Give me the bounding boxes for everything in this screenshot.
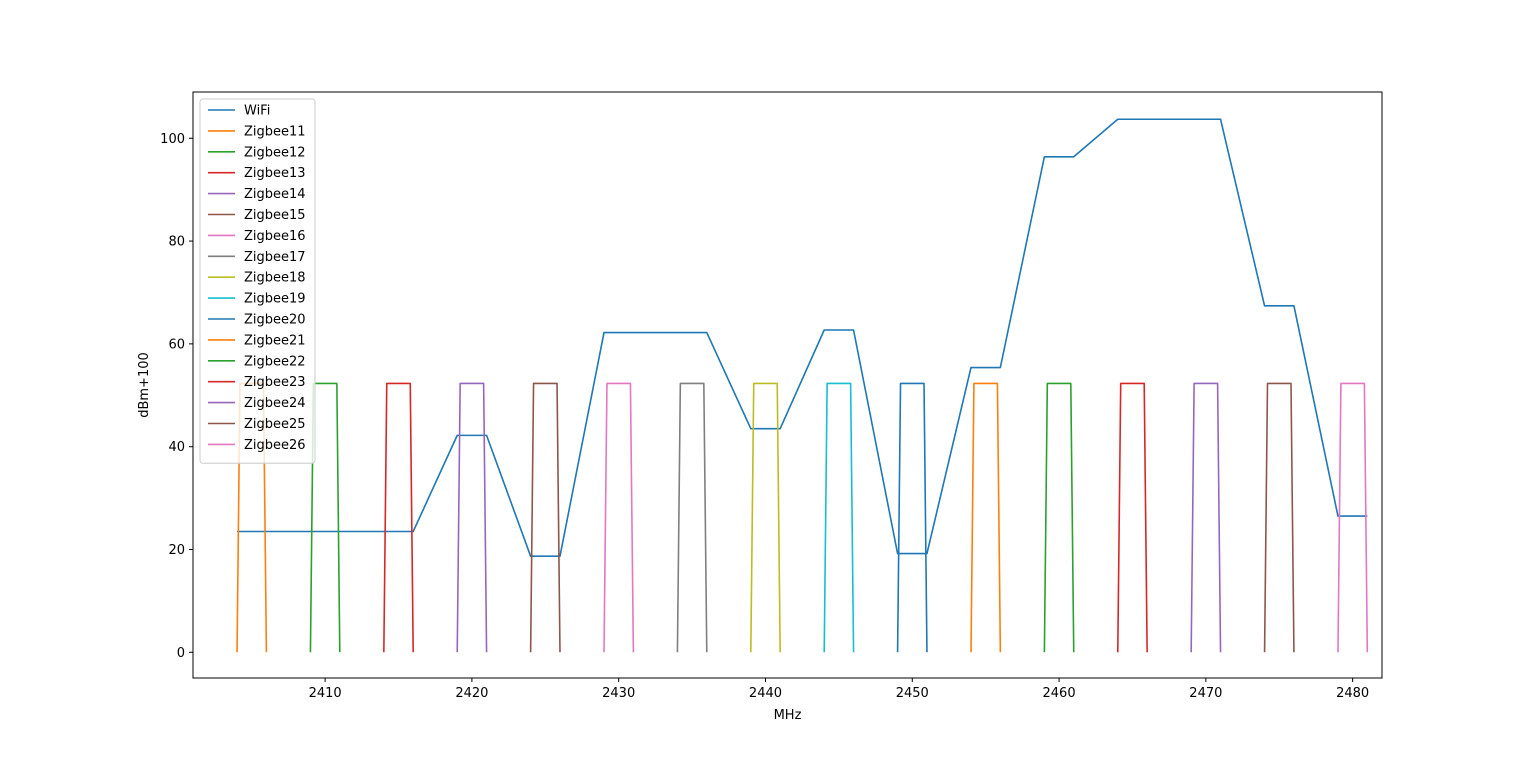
legend-box: [199, 98, 316, 464]
legend-entry-label: Zigbee19: [244, 292, 306, 307]
legend-entry-label: WiFi: [244, 104, 270, 119]
series-line-zigbee14: [456, 382, 488, 653]
legend-entry-label: Zigbee11: [244, 124, 306, 139]
legend-entry-label: Zigbee20: [244, 313, 306, 328]
series-line-zigbee26: [1337, 382, 1369, 653]
y-axis-ticks: 0 20 40 60 80 100: [160, 132, 193, 661]
legend: WiFi Zigbee11 Zigbee12 Zigbee13 Zigbee14 Zigb…: [199, 98, 316, 464]
series-line-zigbee12: [309, 382, 341, 653]
y-tick-label: 0: [177, 646, 185, 661]
series-line-zigbee21: [970, 382, 1002, 653]
x-tick-label: 2450: [896, 686, 929, 701]
x-tick-label: 2470: [1189, 686, 1222, 701]
x-tick-label: 2440: [749, 686, 782, 701]
x-axis-ticks: 2410 2420 2430 2440 2450 2460 2470 2480: [309, 678, 1369, 701]
legend-entry-label: Zigbee23: [244, 375, 306, 390]
legend-entry-label: Zigbee18: [244, 271, 306, 286]
legend-entry-label: Zigbee14: [244, 187, 306, 202]
plot-frame: [192, 91, 1383, 679]
y-tick-label: 100: [160, 132, 185, 147]
series-line-zigbee13: [383, 382, 414, 653]
series-line-zigbee25: [1263, 382, 1295, 653]
legend-entry-label: Zigbee13: [244, 166, 306, 181]
legend-entry-label: Zigbee16: [244, 229, 306, 244]
series-line-zigbee19: [823, 382, 855, 653]
x-tick-label: 2410: [309, 686, 342, 701]
legend-entry-label: Zigbee22: [244, 354, 306, 369]
series-line-zigbee17: [676, 382, 708, 653]
x-tick-label: 2420: [455, 686, 488, 701]
y-tick-label: 60: [168, 337, 185, 352]
x-tick-label: 2430: [602, 686, 635, 701]
series-line-zigbee22: [1043, 382, 1075, 653]
legend-entry-label: Zigbee12: [244, 145, 306, 160]
x-tick-label: 2460: [1043, 686, 1076, 701]
series-line-zigbee18: [750, 382, 781, 653]
y-tick-label: 20: [168, 543, 185, 558]
series-line-zigbee16: [603, 382, 635, 653]
y-tick-label: 40: [168, 440, 185, 455]
series-line-zigbee20: [896, 382, 928, 653]
legend-entry-label: Zigbee25: [244, 417, 306, 432]
y-tick-label: 80: [168, 235, 185, 250]
series-line-zigbee23: [1116, 382, 1148, 653]
series-line-wifi: [237, 118, 1368, 557]
legend-entry-label: Zigbee21: [244, 333, 306, 348]
legend-entry-label: Zigbee17: [244, 250, 306, 265]
series-layer: [236, 118, 1369, 653]
x-axis-label: MHz: [774, 708, 802, 723]
series-line-zigbee15: [529, 382, 561, 653]
x-tick-label: 2480: [1336, 686, 1369, 701]
legend-entry-label: Zigbee24: [244, 396, 306, 411]
legend-entry-label: Zigbee15: [244, 208, 306, 223]
legend-entry-label: Zigbee26: [244, 438, 306, 453]
series-line-zigbee24: [1190, 382, 1222, 653]
y-axis-label: dBm+100: [137, 352, 152, 418]
